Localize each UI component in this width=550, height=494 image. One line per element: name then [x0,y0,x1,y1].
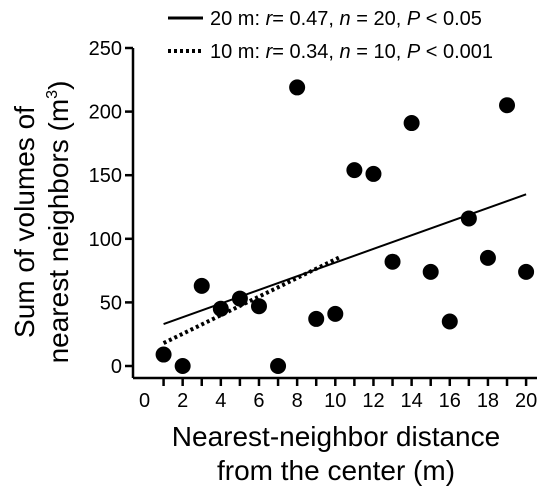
data-point [327,305,344,322]
x-tick-label: 16 [439,390,461,412]
data-point [384,253,401,270]
x-tick-label: 0 [139,390,150,412]
x-tick-label: 4 [215,390,226,412]
legend-entry-solid: 20 m: r= 0.47, n = 20, P < 0.05 [210,8,482,30]
x-tick-label: 8 [292,390,303,412]
data-point [270,358,287,374]
data-point [422,263,439,280]
data-point [346,162,363,179]
y-tick-label: 0 [111,356,122,378]
data-point [308,310,325,327]
x-tick-label: 2 [177,390,188,412]
y-tick-label: 250 [89,38,122,60]
data-point [460,210,477,227]
data-point [289,79,306,96]
x-axis-title-line2: from the center (m) [217,455,455,486]
x-tick-label: 20 [515,390,537,412]
x-tick-label: 14 [400,390,422,412]
data-point [403,115,420,132]
y-tick-label: 50 [100,292,122,314]
data-point [479,249,496,266]
data-point [155,346,172,363]
y-tick-label: 100 [89,229,122,251]
axes: 0 50 100 150 200 250 0 2 4 6 8 10 12 14 16 18 20 [89,38,538,412]
y-axis-title-line1: Sum of volumes of [9,106,40,338]
data-point [212,300,229,317]
data-point [250,298,267,315]
data-point [365,165,382,182]
x-tick-label: 12 [362,390,384,412]
x-tick-label: 6 [253,390,264,412]
x-tick-label: 18 [477,390,499,412]
data-point [518,263,535,280]
data-point [193,277,210,294]
data-point [231,290,248,307]
legend-entry-dotted: 10 m: r= 0.34, n = 10, P < 0.001 [210,41,493,63]
fit-line-dotted [162,254,342,345]
data-point [174,358,191,374]
legend: 20 m: r= 0.47, n = 20, P < 0.05 10 m: r=… [168,8,493,63]
data-points [155,79,535,374]
y-tick-label: 150 [89,165,122,187]
data-point [499,97,516,114]
y-tick-label: 200 [89,102,122,124]
x-tick-label: 10 [324,390,346,412]
y-axis-title: Sum of volumes of [9,106,40,338]
data-point [441,313,458,330]
y-axis-title-2: nearest neighbors (m3) [43,81,74,364]
x-axis-title-line1: Nearest-neighbor distance [172,421,500,452]
y-axis-title-line2: nearest neighbors (m3) [43,81,74,364]
